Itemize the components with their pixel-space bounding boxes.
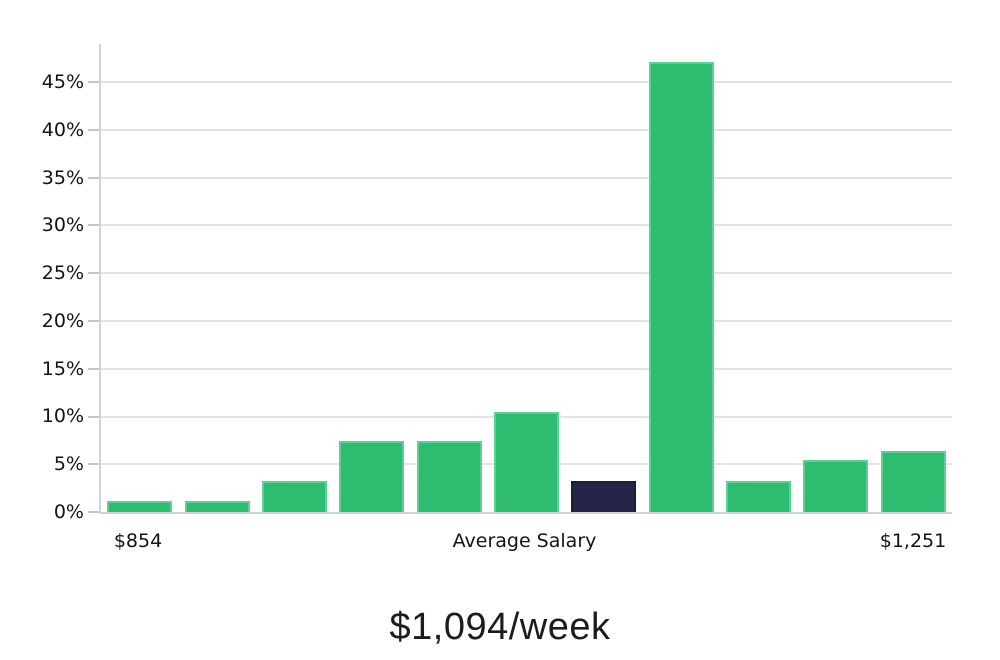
histogram-bar xyxy=(803,460,869,512)
gridline-35 xyxy=(101,176,952,179)
y-tick-mark-5 xyxy=(88,463,99,466)
histogram-bar xyxy=(880,451,946,512)
y-tick-mark-25 xyxy=(88,272,99,275)
x-axis-title: Average Salary xyxy=(452,530,597,552)
y-tick-mark-20 xyxy=(88,319,99,322)
y-tick-mark-45 xyxy=(88,81,99,84)
x-tick-label-max: $1,251 xyxy=(879,530,947,552)
y-tick-label-25: 25% xyxy=(41,262,84,285)
y-tick-mark-0 xyxy=(88,511,99,513)
histogram-bar-highlight xyxy=(571,481,637,512)
y-tick-label-40: 40% xyxy=(41,118,84,141)
y-tick-mark-10 xyxy=(88,415,99,418)
y-tick-label-5: 5% xyxy=(53,453,84,476)
plot-area xyxy=(88,44,952,514)
x-tick-label-min: $854 xyxy=(113,530,163,552)
y-tick-mark-35 xyxy=(88,176,99,179)
gridline-45 xyxy=(101,81,952,84)
gridline-40 xyxy=(101,128,952,131)
chart-title: $1,094/week xyxy=(389,606,611,648)
histogram-bar xyxy=(184,501,250,512)
histogram-bar xyxy=(494,412,559,512)
y-tick-label-45: 45% xyxy=(41,71,84,94)
histogram-bar xyxy=(261,481,327,512)
y-tick-label-20: 20% xyxy=(41,309,84,332)
histogram-bar xyxy=(648,62,714,512)
histogram-bar xyxy=(107,501,173,512)
y-tick-label-30: 30% xyxy=(41,214,84,237)
y-tick-label-35: 35% xyxy=(41,166,84,189)
gridline-15 xyxy=(101,367,952,370)
y-tick-label-15: 15% xyxy=(41,357,84,380)
histogram-bar xyxy=(339,441,405,512)
gridline-20 xyxy=(101,319,952,322)
gridline-30 xyxy=(101,224,952,227)
y-tick-label-0: 0% xyxy=(53,501,84,523)
histogram-bar xyxy=(416,441,482,512)
gridline-25 xyxy=(101,272,952,275)
y-tick-mark-15 xyxy=(88,367,99,370)
y-tick-mark-40 xyxy=(88,128,99,131)
y-tick-mark-30 xyxy=(88,224,99,227)
histogram-bar xyxy=(726,481,792,512)
y-tick-label-10: 10% xyxy=(41,405,84,428)
